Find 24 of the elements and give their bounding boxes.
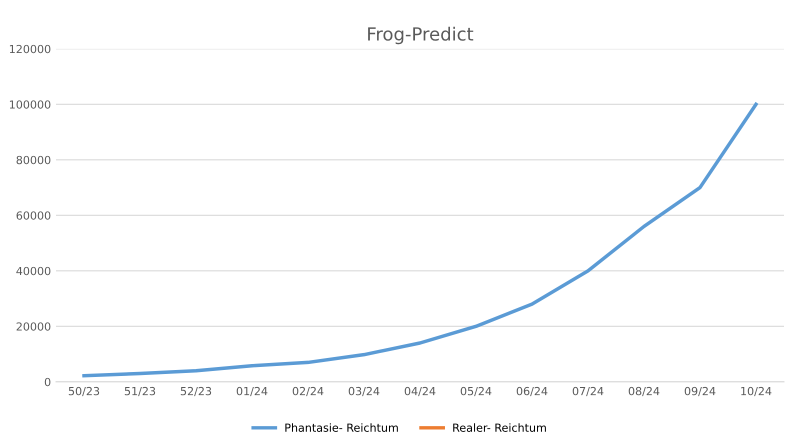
x-tick-label: 03/24 — [348, 386, 380, 396]
y-tick-label: 100000 — [10, 100, 50, 109]
legend-label: Realer- Reichtum — [453, 423, 546, 432]
line-series — [82, 102, 758, 378]
y-tick-label: 20000 — [16, 322, 50, 331]
chart-title: Frog-Predict — [368, 26, 474, 44]
y-tick-label: 120000 — [10, 44, 50, 54]
x-tick-label: 01/24 — [236, 386, 268, 396]
legend-label: Phantasie- Reichtum — [285, 423, 398, 432]
x-tick-label: 06/24 — [516, 386, 548, 396]
x-tick-label: 05/24 — [460, 386, 492, 396]
x-tick-label: 52/23 — [180, 386, 212, 396]
x-tick-label: 08/24 — [628, 386, 660, 396]
x-tick-label: 02/24 — [292, 386, 324, 396]
x-tick-label: 50/23 — [68, 386, 100, 396]
y-tick-label: 0 — [44, 378, 50, 386]
y-tick-label: 80000 — [16, 156, 50, 164]
x-tick-label: 09/24 — [684, 386, 716, 396]
x-tick-label: 07/24 — [572, 386, 604, 396]
x-tick-label: 10/24 — [741, 386, 772, 396]
y-tick-label: 60000 — [16, 211, 50, 220]
x-tick-label: 04/24 — [404, 386, 436, 396]
x-tick-label: 51/23 — [124, 386, 156, 396]
y-tick-label: 40000 — [16, 266, 50, 276]
